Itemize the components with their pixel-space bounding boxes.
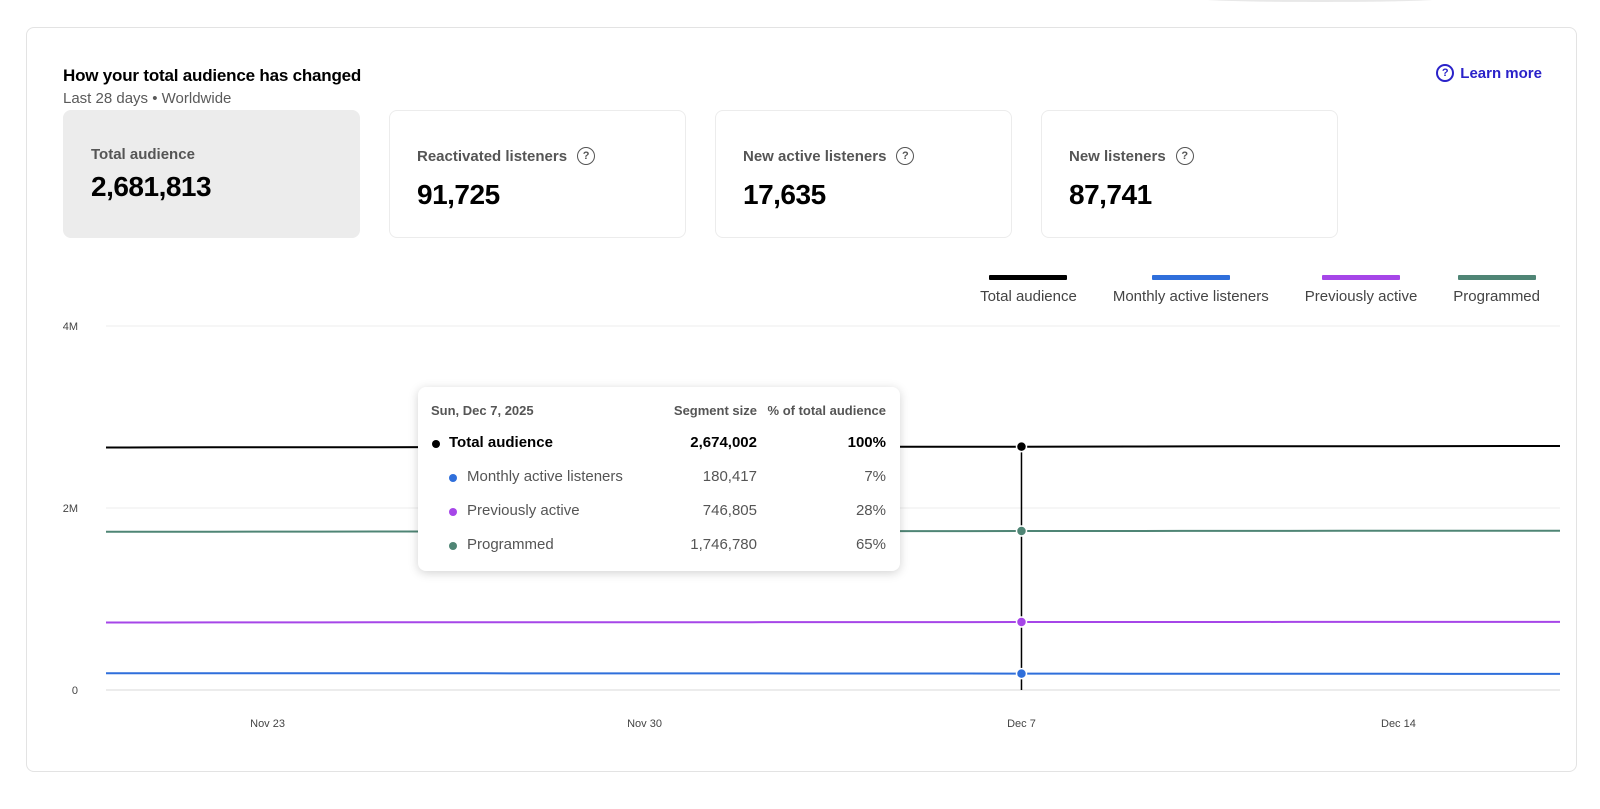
legend-label: Monthly active listeners: [1112, 288, 1269, 305]
legend-item-previously-active[interactable]: Previously active: [1304, 275, 1418, 305]
kpi-value: 87,741: [1069, 179, 1152, 210]
help-icon[interactable]: ?: [577, 147, 596, 165]
series-dot: [449, 542, 457, 550]
x-tick-label: Nov 30: [627, 718, 662, 730]
x-tick-label: Dec 14: [1381, 718, 1416, 730]
kpi-label: Reactivated listeners: [417, 147, 568, 165]
tooltip-row-name: Monthly active listeners: [467, 468, 623, 485]
tooltip-row-name: Total audience: [449, 434, 553, 451]
highlight-point: [1015, 525, 1028, 537]
legend-swatch: [989, 275, 1068, 280]
tooltip-row-total: Total audience 2,674,002 100%: [418, 434, 900, 454]
learn-more-label: Learn more: [1460, 64, 1542, 82]
kpi-total-audience[interactable]: Total audience 2,681,813: [63, 110, 360, 238]
kpi-new-active-listeners[interactable]: New active listeners? 17,635: [715, 110, 1012, 238]
tooltip-row-size: 746,805: [702, 502, 757, 519]
tooltip-row-monthly: Monthly active listeners 180,417 7%: [418, 468, 900, 488]
legend-swatch: [1322, 275, 1401, 280]
tooltip-row-pct: 65%: [855, 536, 886, 553]
kpi-new-listeners[interactable]: New listeners? 87,741: [1041, 110, 1338, 238]
tooltip-row-size: 1,746,780: [690, 536, 757, 553]
legend-item-monthly-active[interactable]: Monthly active listeners: [1113, 275, 1269, 305]
chart-tooltip: Sun, Dec 7, 2025 Segment size % of total…: [418, 387, 900, 571]
y-tick-label: 0: [72, 685, 78, 697]
tooltip-row-previously: Previously active 746,805 28%: [418, 502, 900, 522]
help-icon[interactable]: ?: [1175, 147, 1194, 165]
legend-swatch: [1457, 275, 1536, 280]
tooltip-row-pct: 100%: [847, 434, 886, 451]
kpi-label: New active listeners: [743, 147, 887, 165]
tooltip-row-pct: 7%: [864, 468, 886, 485]
tooltip-row-pct: 28%: [855, 502, 886, 519]
kpi-reactivated-listeners[interactable]: Reactivated listeners? 91,725: [389, 110, 686, 238]
y-tick-label: 4M: [63, 321, 78, 333]
series-line-monthly-active-listeners: [106, 672, 1560, 675]
card-title: How your total audience has changed: [63, 66, 362, 85]
series-line-previously-active: [106, 620, 1560, 624]
chart-legend: Total audience Monthly active listeners …: [980, 275, 1540, 305]
tooltip-row-name: Previously active: [467, 502, 580, 519]
y-tick-label: 2M: [63, 503, 78, 515]
series-dot: [449, 508, 457, 516]
legend-label: Total audience: [980, 288, 1077, 305]
series-dot: [432, 440, 440, 448]
legend-item-programmed[interactable]: Programmed: [1453, 275, 1540, 305]
tooltip-row-size: 180,417: [702, 468, 757, 485]
x-tick-label: Nov 23: [250, 718, 285, 730]
highlight-point: [1015, 667, 1028, 680]
tooltip-row-programmed: Programmed 1,746,780 65%: [418, 536, 900, 556]
legend-item-total-audience[interactable]: Total audience: [980, 275, 1077, 305]
tooltip-row-size: 2,674,002: [690, 434, 757, 451]
legend-label: Programmed: [1453, 288, 1540, 305]
kpi-label: Total audience: [91, 146, 195, 163]
tooltip-row-name: Programmed: [467, 536, 554, 553]
tooltip-date: Sun, Dec 7, 2025: [431, 403, 534, 418]
card-subtitle: Last 28 days • Worldwide: [63, 90, 232, 107]
legend-swatch: [1151, 275, 1230, 280]
kpi-value: 17,635: [743, 179, 826, 210]
learn-more-link[interactable]: ? Learn more: [1436, 64, 1542, 82]
highlight-point: [1015, 616, 1028, 628]
kpi-value: 2,681,813: [91, 171, 212, 202]
help-icon[interactable]: ?: [896, 147, 915, 165]
tooltip-col-pct: % of total audience: [767, 403, 886, 418]
highlight-point: [1015, 440, 1028, 453]
question-circle-icon: ?: [1436, 64, 1455, 82]
kpi-value: 91,725: [417, 179, 500, 210]
x-tick-label: Dec 7: [1007, 718, 1036, 730]
tooltip-col-size: Segment size: [673, 403, 757, 418]
legend-label: Previously active: [1304, 288, 1418, 305]
kpi-label: New listeners: [1069, 147, 1166, 165]
series-dot: [449, 474, 457, 482]
top-decoration: [1190, 0, 1450, 2]
